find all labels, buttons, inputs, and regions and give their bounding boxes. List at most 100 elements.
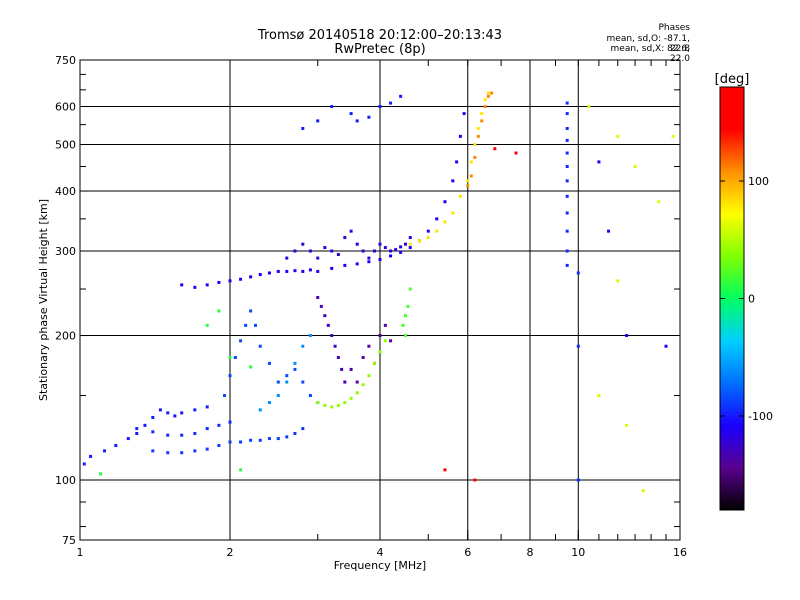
x-tick-label: 6 (464, 546, 471, 559)
data-point (403, 334, 407, 338)
data-point (426, 236, 430, 240)
y-tick-label: 100 (55, 474, 76, 487)
data-point (389, 339, 393, 343)
data-point (607, 229, 611, 233)
data-point (483, 98, 487, 102)
axis-ticks: 1 2 4 6 8 10 16 75 100 200 300 400 500 600 750 (55, 54, 687, 559)
data-point (217, 444, 221, 448)
data-point (330, 249, 334, 253)
data-point (451, 211, 455, 215)
data-point (355, 242, 359, 246)
data-point (657, 200, 661, 204)
data-point (383, 323, 387, 327)
data-point (316, 401, 320, 405)
data-point (217, 423, 221, 427)
data-point (293, 249, 297, 253)
data-point (641, 489, 645, 493)
data-point (565, 211, 569, 215)
data-point (394, 248, 398, 252)
grid-lines (80, 60, 680, 540)
data-point (514, 151, 518, 155)
data-point (408, 236, 412, 240)
data-point (301, 344, 305, 348)
data-point (285, 435, 289, 439)
data-point (276, 394, 280, 398)
data-point (301, 427, 305, 431)
data-point (349, 229, 353, 233)
data-point (323, 246, 327, 250)
data-point (565, 164, 569, 168)
data-point (336, 403, 340, 407)
data-point (228, 420, 232, 424)
data-point (326, 323, 330, 327)
y-tick-label: 400 (55, 185, 76, 198)
phases-x-stats: mean, sd,X: 82.6, 22.0 (610, 44, 690, 64)
x-tick-label: 2 (227, 546, 234, 559)
data-point (355, 380, 359, 384)
data-point (403, 314, 407, 318)
data-point (462, 112, 466, 116)
data-point (330, 405, 334, 409)
colorbar-tick-label: 0 (748, 293, 755, 306)
data-point (455, 160, 459, 164)
chart-title-line2: RwPretec (8p) (334, 42, 426, 57)
x-tick-label: 10 (571, 546, 585, 559)
data-point (239, 277, 243, 281)
data-point (340, 367, 344, 371)
y-tick-label: 200 (55, 330, 76, 343)
x-axis-label: Frequency [MHz] (334, 559, 426, 572)
phases-o-stats: mean, sd,O: -87.1, 22.8 (606, 34, 690, 54)
data-point (166, 433, 170, 437)
data-point (239, 339, 243, 343)
data-point (276, 380, 280, 384)
colorbar-tick-label: -100 (748, 410, 773, 423)
data-point (316, 119, 320, 123)
data-point (443, 468, 447, 472)
data-point (367, 115, 371, 119)
colorbar-unit-label: [deg] (715, 72, 750, 87)
data-point (308, 394, 312, 398)
data-point (244, 323, 248, 327)
data-point (258, 273, 262, 277)
data-point (399, 94, 403, 98)
data-point (480, 112, 484, 116)
data-point (435, 229, 439, 233)
data-point (399, 245, 403, 249)
data-point (565, 249, 569, 253)
data-point (466, 179, 470, 183)
data-point (103, 449, 107, 453)
data-point (316, 296, 320, 300)
data-point (126, 437, 130, 441)
data-point (486, 94, 490, 98)
chart-title-line1: Tromsø 20140518 20:12:00–20:13:43 (257, 28, 503, 43)
data-point (323, 314, 327, 318)
data-point (473, 143, 477, 147)
data-point (343, 263, 347, 267)
data-point (587, 105, 591, 109)
data-point (576, 344, 580, 348)
data-point (378, 350, 382, 354)
data-point (367, 374, 371, 378)
data-point (114, 444, 118, 448)
data-point (151, 449, 155, 453)
data-point (301, 126, 305, 130)
data-point (193, 408, 197, 412)
data-point (173, 414, 177, 418)
data-point (349, 396, 353, 400)
data-point (383, 246, 387, 250)
data-point (228, 440, 232, 444)
data-point (293, 269, 297, 273)
data-point (258, 344, 262, 348)
data-point (399, 250, 403, 254)
data-point (361, 383, 365, 387)
data-point (378, 242, 382, 246)
data-point (228, 374, 232, 378)
data-point (451, 179, 455, 183)
data-point (597, 394, 601, 398)
data-point (671, 134, 675, 138)
x-tick-label: 16 (673, 546, 687, 559)
data-point (355, 391, 359, 395)
data-point (435, 217, 439, 221)
data-point (158, 408, 162, 412)
data-point (217, 309, 221, 313)
